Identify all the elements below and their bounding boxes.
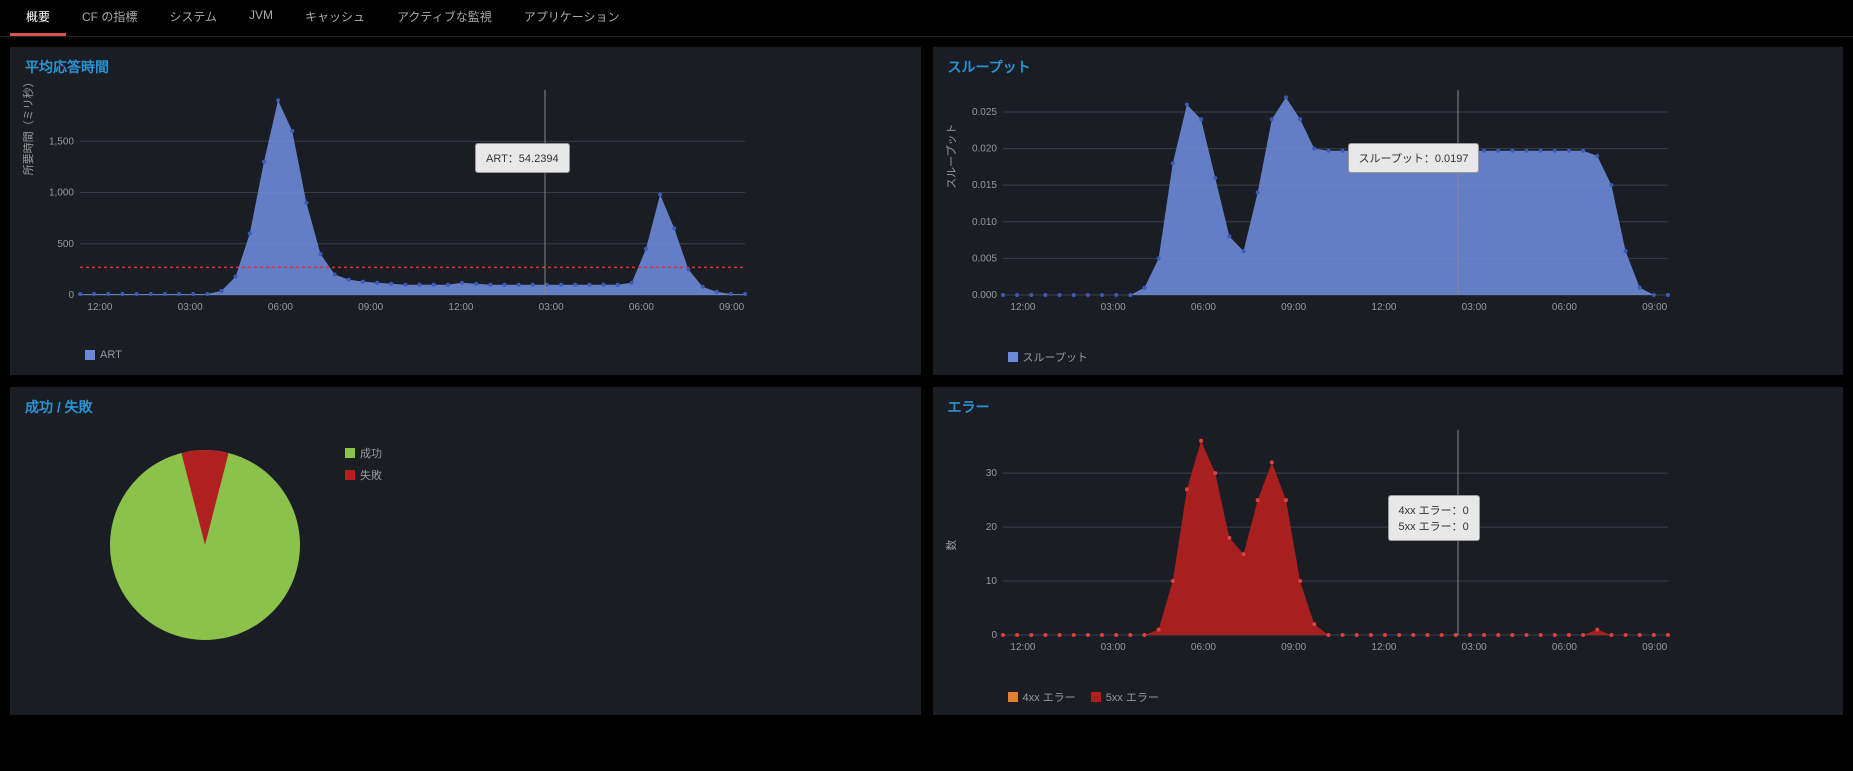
swatch-red xyxy=(345,470,355,480)
panel-pie: 成功 / 失敗 成功 失敗 xyxy=(10,387,921,715)
tab-overview[interactable]: 概要 xyxy=(10,0,66,36)
chart-errors[interactable]: 数 010203012:0003:0006:0009:0012:0003:000… xyxy=(948,425,1829,685)
svg-text:03:00: 03:00 xyxy=(1100,642,1125,653)
svg-text:06:00: 06:00 xyxy=(1551,642,1576,653)
svg-text:03:00: 03:00 xyxy=(178,302,203,313)
legend-label-success: 成功 xyxy=(360,445,382,461)
svg-text:09:00: 09:00 xyxy=(719,302,744,313)
panel-title-errors: エラー xyxy=(948,397,1829,417)
ylabel-throughput: スループット xyxy=(943,124,959,189)
svg-text:03:00: 03:00 xyxy=(1461,302,1486,313)
legend-label-5xx: 5xx エラー xyxy=(1106,689,1159,705)
panel-throughput: スループット スループット 0.0000.0050.0100.0150.0200… xyxy=(933,47,1844,375)
legend-label-art: ART xyxy=(100,349,122,361)
svg-text:30: 30 xyxy=(985,468,997,479)
svg-text:09:00: 09:00 xyxy=(1281,302,1306,313)
swatch-green xyxy=(345,448,355,458)
tooltip-art: ART：54.2394 xyxy=(475,143,570,173)
svg-text:0.025: 0.025 xyxy=(971,107,996,118)
svg-text:12:00: 12:00 xyxy=(87,302,112,313)
svg-text:09:00: 09:00 xyxy=(1642,302,1667,313)
legend-pie: 成功 失敗 xyxy=(345,445,382,483)
tab-application[interactable]: アプリケーション xyxy=(508,0,636,36)
legend-item-4xx[interactable]: 4xx エラー xyxy=(1008,689,1076,705)
chart-errors-svg: 0 10 20 30 12:00 03:00 06:00 09:00 12:00 03:00 06:… xyxy=(948,425,1678,655)
tab-system[interactable]: システム xyxy=(153,0,233,36)
svg-text:1,000: 1,000 xyxy=(49,188,74,199)
legend-item-fail[interactable]: 失敗 xyxy=(345,467,382,483)
tab-bar: 概要 CF の指標 システム JVM キャッシュ アクティブな監視 アプリケーシ… xyxy=(0,0,1853,37)
panel-title-art: 平均応答時間 xyxy=(25,57,906,77)
svg-text:12:00: 12:00 xyxy=(1371,642,1396,653)
svg-text:06:00: 06:00 xyxy=(1190,302,1215,313)
legend-errors: 4xx エラー 5xx エラー xyxy=(948,685,1829,705)
svg-text:0.015: 0.015 xyxy=(971,180,996,191)
chart-art[interactable]: 所要時間（ミリ秒） 05001,0001,50012:0003:0006:000… xyxy=(25,85,906,345)
svg-text:12:00: 12:00 xyxy=(448,302,473,313)
swatch-blue xyxy=(85,350,95,360)
svg-text:06:00: 06:00 xyxy=(1551,302,1576,313)
svg-text:06:00: 06:00 xyxy=(268,302,293,313)
svg-text:20: 20 xyxy=(985,522,997,533)
svg-text:12:00: 12:00 xyxy=(1371,302,1396,313)
svg-text:03:00: 03:00 xyxy=(1461,642,1486,653)
panel-art: 平均応答時間 所要時間（ミリ秒） 0 500 1,000 1,500 12:00 03:0… xyxy=(10,47,921,375)
svg-text:0: 0 xyxy=(991,630,997,641)
legend-label-throughput: スループット xyxy=(1023,349,1088,365)
svg-text:0.005: 0.005 xyxy=(971,253,996,264)
svg-text:1,500: 1,500 xyxy=(49,136,74,147)
swatch-orange xyxy=(1008,692,1018,702)
legend-throughput: スループット xyxy=(948,345,1829,365)
ylabel-art: 所要時間（ミリ秒） xyxy=(20,76,36,175)
ylabel-errors: 数 xyxy=(943,540,959,551)
svg-text:06:00: 06:00 xyxy=(629,302,654,313)
swatch-blue xyxy=(1008,352,1018,362)
legend-label-fail: 失敗 xyxy=(360,467,382,483)
tooltip-throughput: スループット：0.0197 xyxy=(1348,143,1480,173)
svg-text:10: 10 xyxy=(985,576,997,587)
panel-title-pie: 成功 / 失敗 xyxy=(25,397,906,417)
legend-art: ART xyxy=(25,345,906,361)
svg-text:09:00: 09:00 xyxy=(1642,642,1667,653)
legend-item-throughput[interactable]: スループット xyxy=(1008,349,1088,365)
tab-jvm[interactable]: JVM xyxy=(233,0,289,36)
panel-title-throughput: スループット xyxy=(948,57,1829,77)
chart-throughput[interactable]: スループット 0.0000.0050.0100.0150.0200.02512:… xyxy=(948,85,1829,345)
tab-active-monitoring[interactable]: アクティブな監視 xyxy=(381,0,508,36)
dashboard-grid: 平均応答時間 所要時間（ミリ秒） 0 500 1,000 1,500 12:00 03:0… xyxy=(0,37,1853,725)
tooltip-errors: 4xx エラー：0 5xx エラー：0 xyxy=(1388,495,1480,541)
svg-text:0: 0 xyxy=(68,290,74,301)
legend-label-4xx: 4xx エラー xyxy=(1023,689,1076,705)
svg-text:0.010: 0.010 xyxy=(971,217,996,228)
svg-text:12:00: 12:00 xyxy=(1010,642,1035,653)
legend-item-art[interactable]: ART xyxy=(85,349,122,361)
svg-text:12:00: 12:00 xyxy=(1010,302,1035,313)
svg-text:03:00: 03:00 xyxy=(1100,302,1125,313)
panel-errors: エラー 数 0 10 20 30 12:00 03:00 06:00 09:00 12:00 03… xyxy=(933,387,1844,715)
tab-cf-metrics[interactable]: CF の指標 xyxy=(66,0,153,36)
svg-text:0.020: 0.020 xyxy=(971,144,996,155)
svg-text:0.000: 0.000 xyxy=(971,290,996,301)
swatch-red xyxy=(1091,692,1101,702)
chart-art-svg: 0 500 1,000 1,500 12:00 03:00 06:00 09:00 12:00 0… xyxy=(25,85,755,315)
legend-item-5xx[interactable]: 5xx エラー xyxy=(1091,689,1159,705)
svg-text:06:00: 06:00 xyxy=(1190,642,1215,653)
chart-pie[interactable]: 成功 失敗 xyxy=(25,425,906,645)
svg-text:09:00: 09:00 xyxy=(358,302,383,313)
tab-cache[interactable]: キャッシュ xyxy=(289,0,381,36)
chart-throughput-svg: 0.000 0.005 0.010 0.015 0.020 0.025 12:00 03:00… xyxy=(948,85,1678,315)
legend-item-success[interactable]: 成功 xyxy=(345,445,382,461)
svg-text:500: 500 xyxy=(57,239,74,250)
svg-text:03:00: 03:00 xyxy=(539,302,564,313)
chart-pie-svg xyxy=(105,445,305,645)
svg-text:09:00: 09:00 xyxy=(1281,642,1306,653)
